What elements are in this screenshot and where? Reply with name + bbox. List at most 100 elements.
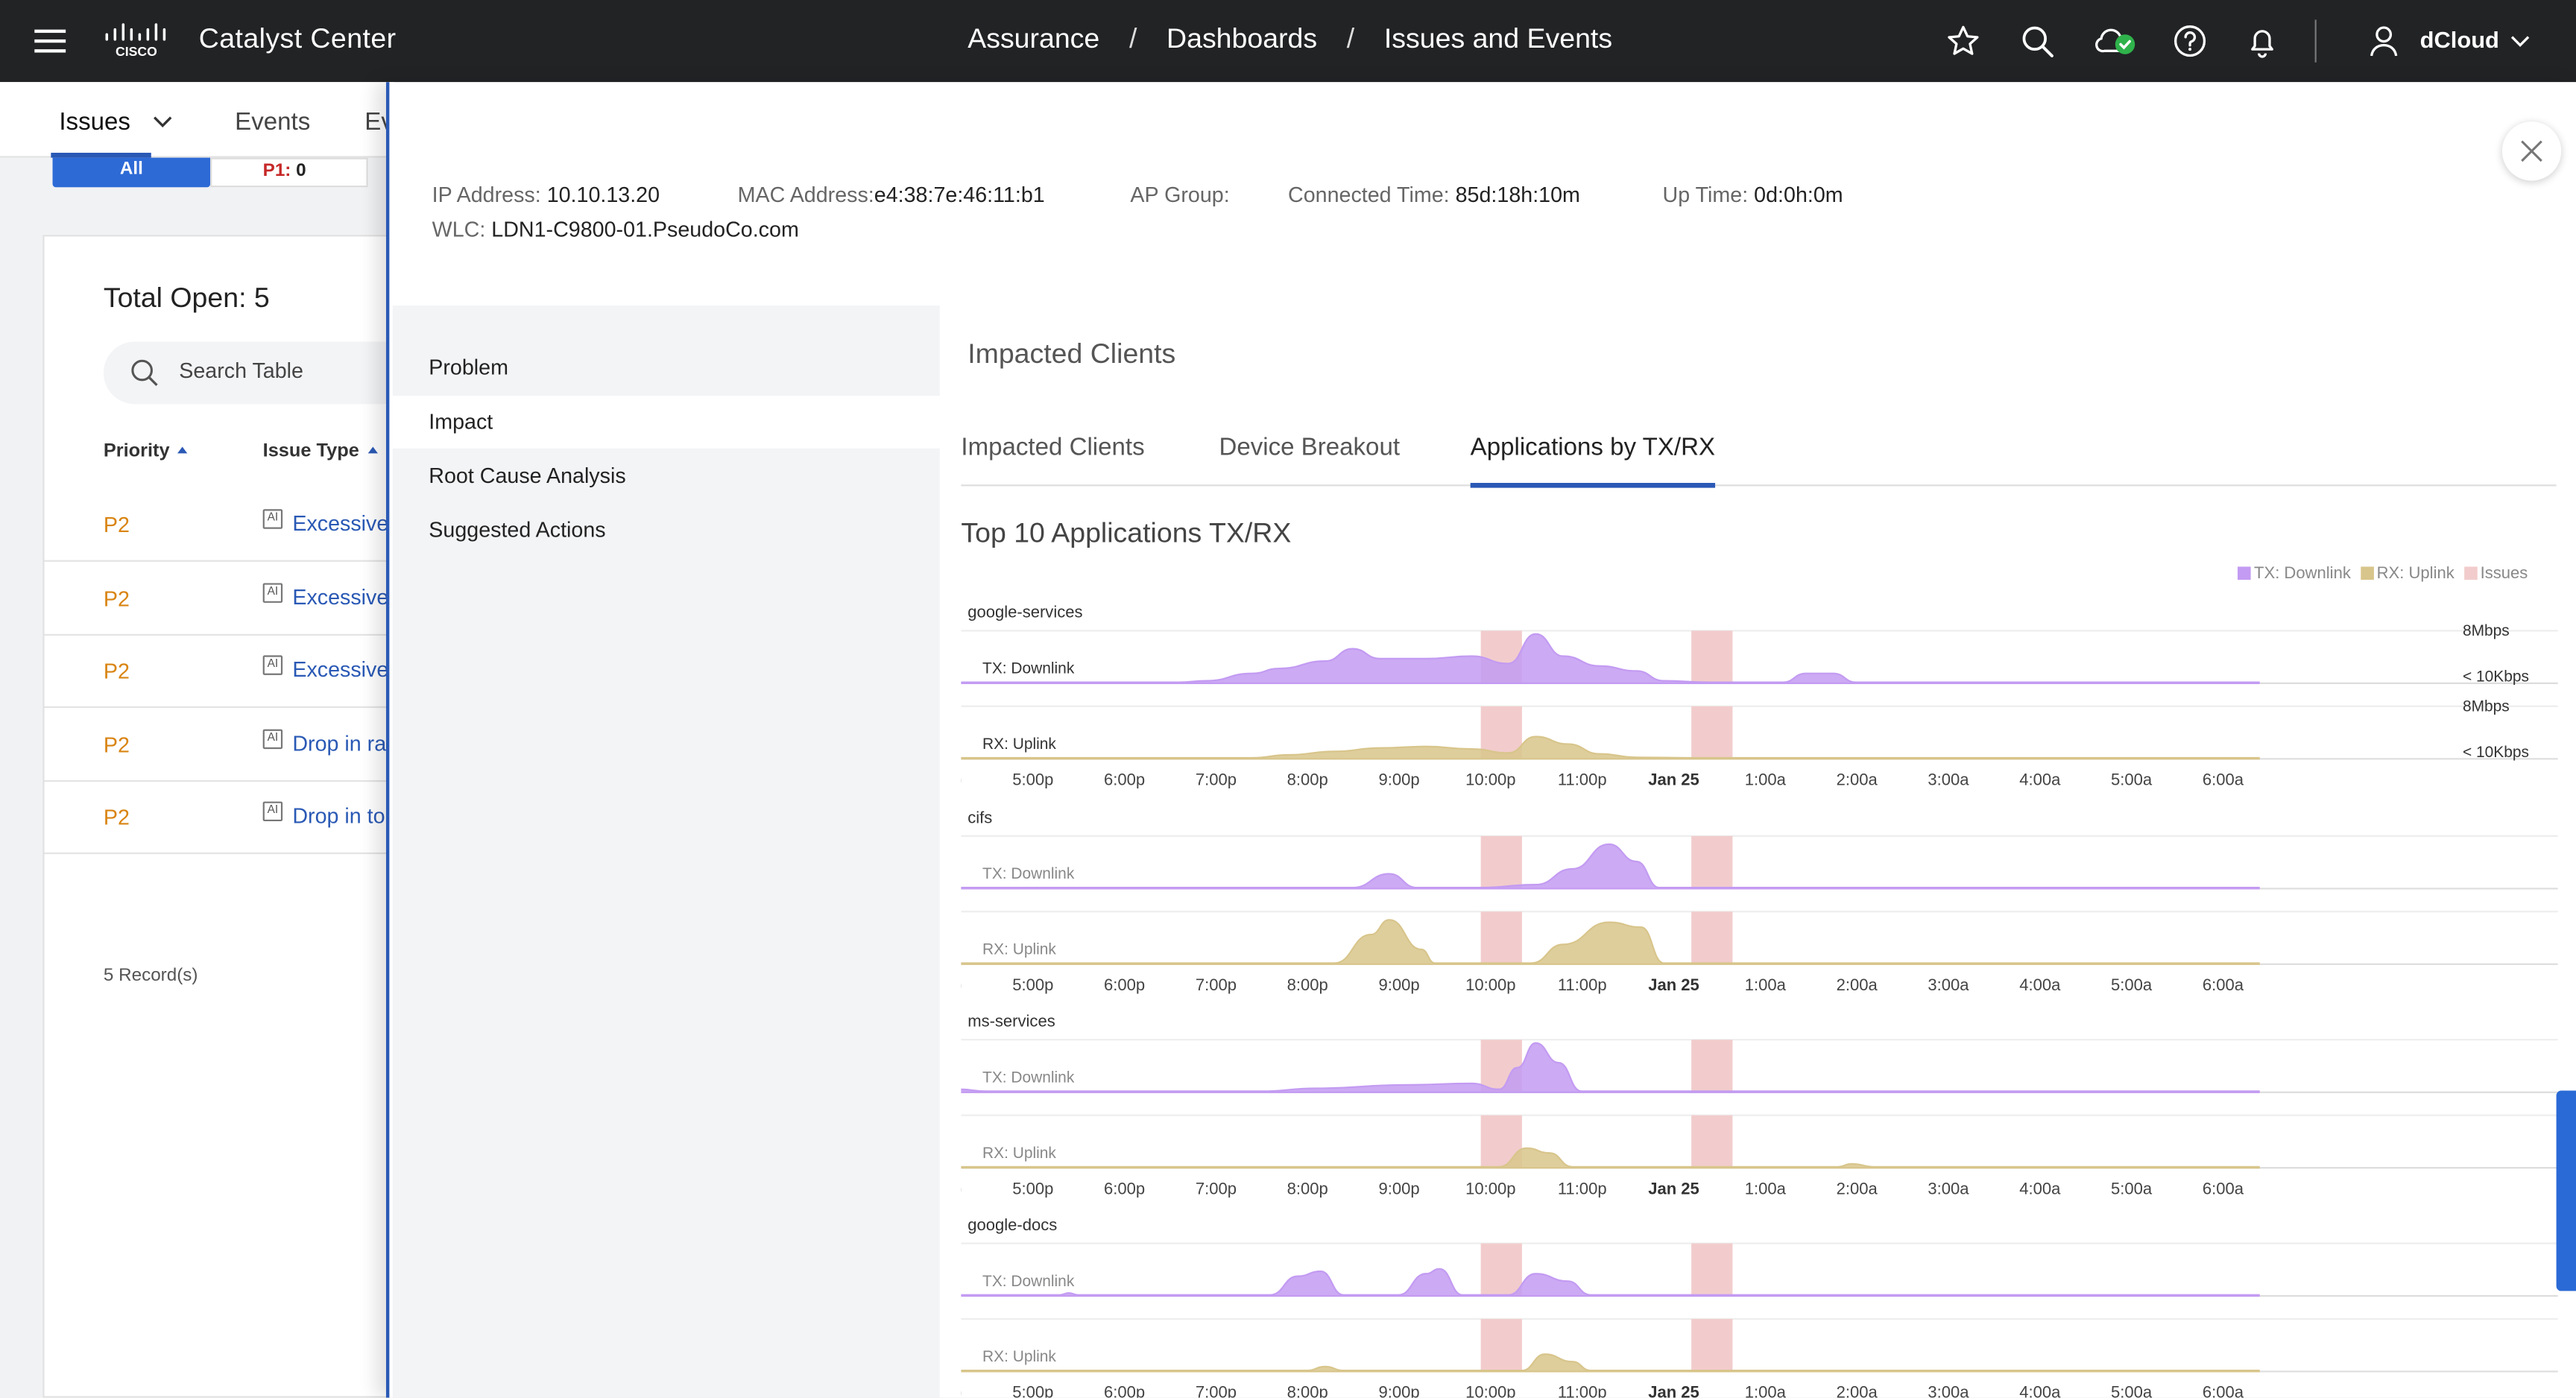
issue-type-link[interactable]: Excessive — [292, 657, 389, 682]
priority-cell: P2 — [103, 731, 130, 756]
x-tick-label: 8:00p — [1287, 771, 1328, 789]
issue-detail-panel: IP Address: 10.10.13.20 MAC Address:e4:3… — [385, 82, 2576, 1398]
rx-area-ms-services — [961, 1147, 2260, 1169]
impact-tabs: Impacted Clients Device Breakout Applica… — [961, 394, 2557, 488]
issue-window-band — [1691, 911, 1733, 964]
issue-type-link[interactable]: Excessive — [292, 510, 389, 536]
x-tick-label: 11:00p — [1558, 771, 1607, 789]
x-tick-label: 6:00p — [1104, 771, 1145, 789]
x-tick-label: 9:00p — [1378, 1383, 1419, 1398]
x-tick-label: 1:00a — [1745, 1383, 1787, 1398]
issue-window-band — [1691, 630, 1733, 683]
tx-row-label: TX: Downlink — [982, 1273, 1075, 1290]
issue-type-link[interactable]: Drop in to — [292, 803, 385, 828]
filter-p1-button[interactable]: P1: 0 — [210, 157, 368, 188]
breadcrumb-dashboards[interactable]: Dashboards — [1167, 22, 1318, 54]
x-tick-label: 10:00p — [1465, 771, 1515, 789]
column-header-issue-type[interactable]: Issue Type — [263, 442, 378, 461]
x-tick-label: 4:00p — [961, 771, 962, 789]
sort-asc-icon — [367, 446, 378, 454]
rx-area-google-services — [961, 736, 2260, 760]
ap-group-label: AP Group: — [1130, 182, 1230, 207]
y-min-label: < 10Kbps — [2463, 668, 2529, 686]
issue-type-link[interactable]: Excessive — [292, 583, 389, 609]
issue-window-band — [1691, 1115, 1733, 1168]
x-tick-label: 7:00p — [1196, 771, 1237, 789]
ip-address-field: IP Address: 10.10.13.20 — [432, 183, 660, 207]
column-header-priority[interactable]: Priority — [104, 442, 188, 461]
ai-icon: AI — [262, 801, 283, 822]
x-tick-label: 3:00a — [1928, 771, 1969, 789]
issue-window-band — [1480, 911, 1522, 964]
help-icon[interactable] — [2172, 23, 2208, 59]
tab-impacted-clients[interactable]: Impacted Clients — [961, 433, 1145, 462]
x-tick-label: Jan 25 — [1648, 975, 1699, 994]
close-button[interactable] — [2501, 121, 2562, 181]
breadcrumb-assurance[interactable]: Assurance — [967, 22, 1100, 54]
issue-detail-nav: Problem Impact Root Cause Analysis Sugge… — [392, 305, 940, 1398]
tab-applications-tx-rx[interactable]: Applications by TX/RX — [1470, 433, 1716, 488]
legend-swatch-tx — [2237, 566, 2251, 581]
star-icon[interactable] — [1945, 23, 1981, 59]
legend-swatch-rx — [2360, 566, 2374, 581]
rx-row-label: RX: Uplink — [982, 941, 1056, 958]
search-table-input[interactable] — [179, 358, 393, 383]
x-tick-label: 6:00a — [2203, 1179, 2244, 1198]
table-row[interactable]: P2 AI Drop in to — [44, 782, 397, 855]
x-tick-label: 6:00p — [1104, 1179, 1145, 1198]
chevron-down-icon[interactable] — [153, 115, 172, 128]
tab-events[interactable]: Events — [235, 108, 311, 136]
close-icon — [2521, 140, 2542, 162]
issue-window-band — [1480, 1318, 1522, 1372]
nav-root-cause-analysis[interactable]: Root Cause Analysis — [429, 463, 626, 488]
nav-suggested-actions[interactable]: Suggested Actions — [429, 517, 606, 543]
legend-tx[interactable]: TX: Downlink — [2237, 565, 2351, 583]
tab-device-breakout[interactable]: Device Breakout — [1219, 433, 1401, 462]
issue-window-band — [1480, 835, 1522, 889]
x-tick-label: 5:00p — [1012, 1179, 1053, 1198]
cloud-status-icon[interactable] — [2094, 23, 2137, 59]
notifications-bell-icon[interactable] — [2244, 23, 2280, 59]
ai-icon: AI — [262, 728, 283, 748]
connected-time-value: 85d:18h:10m — [1455, 182, 1580, 207]
app-name-label: cifs — [967, 808, 992, 826]
record-count: 5 Record(s) — [103, 966, 198, 986]
rx-area-google-docs — [961, 1353, 2260, 1373]
x-tick-label: 8:00p — [1287, 1179, 1328, 1198]
x-tick-label: 2:00a — [1837, 1179, 1878, 1198]
table-row[interactable]: P2 AI Excessive — [44, 490, 397, 562]
up-time-label: Up Time: — [1662, 182, 1749, 207]
mac-address-field: MAC Address:e4:38:7e:46:11:b1 — [738, 183, 1045, 207]
x-tick-label: 5:00p — [1012, 771, 1053, 789]
x-tick-label: Jan 25 — [1648, 1179, 1699, 1198]
x-tick-label: 6:00a — [2203, 975, 2244, 994]
table-row[interactable]: P2 AI Drop in ra — [44, 709, 397, 782]
x-tick-label: 10:00p — [1465, 1383, 1515, 1398]
x-tick-label: 5:00a — [2111, 975, 2153, 994]
legend-rx[interactable]: RX: Uplink — [2360, 565, 2455, 583]
x-tick-label: 8:00p — [1287, 1383, 1328, 1398]
scrollbar-thumb[interactable] — [2556, 1090, 2576, 1291]
x-tick-label: 10:00p — [1465, 1179, 1515, 1198]
tx-area-ms-services — [961, 1042, 2260, 1093]
chart-legend: TX: Downlink RX: Uplink Issues — [2237, 565, 2533, 583]
search-icon[interactable] — [2019, 23, 2055, 59]
tab-issues[interactable]: Issues — [51, 108, 153, 158]
tx-row-label: TX: Downlink — [982, 1069, 1075, 1087]
nav-problem[interactable]: Problem — [429, 355, 508, 380]
table-row[interactable]: P2 AI Excessive — [44, 636, 397, 708]
legend-issues[interactable]: Issues — [2463, 565, 2528, 583]
x-tick-label: 5:00p — [1012, 975, 1053, 994]
rx-area-cifs — [961, 919, 2260, 965]
nav-impact[interactable]: Impact — [392, 396, 940, 449]
menu-icon[interactable] — [34, 25, 66, 57]
x-tick-label: Jan 25 — [1648, 771, 1699, 789]
table-row[interactable]: P2 AI Excessive — [44, 563, 397, 635]
filter-all-button[interactable]: All — [52, 157, 211, 188]
x-tick-label: 6:00p — [1104, 1383, 1145, 1398]
x-tick-label: 5:00a — [2111, 771, 2153, 789]
x-tick-label: 6:00a — [2203, 771, 2244, 789]
issue-type-link[interactable]: Drop in ra — [292, 730, 387, 755]
wlc-field: WLC: LDN1-C9800-01.PseudoCo.com — [432, 217, 799, 241]
issue-window-band — [1691, 1318, 1733, 1372]
